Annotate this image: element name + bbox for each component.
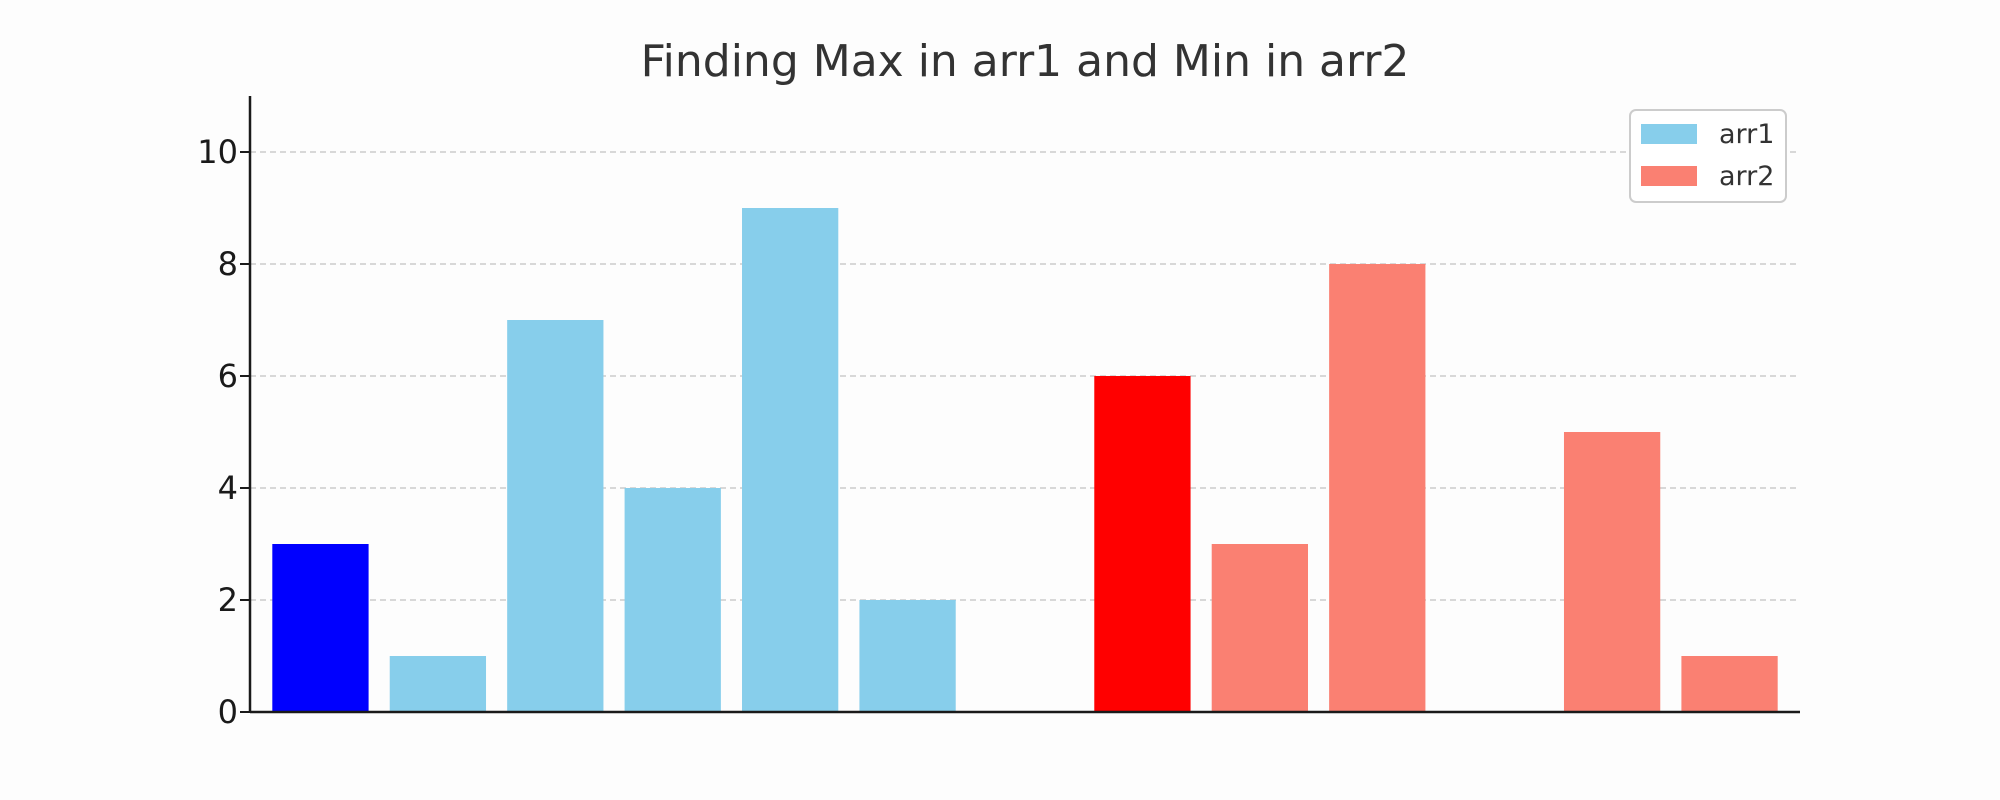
y-tick-label: 10 <box>197 133 238 171</box>
bar-arr1-2 <box>507 320 604 712</box>
bar-arr1-3 <box>624 488 721 712</box>
bar-arr2-5 <box>1681 656 1778 712</box>
legend-swatch-arr1 <box>1641 124 1697 144</box>
legend: arr1 arr2 <box>1629 109 1787 203</box>
bar-arr2-0 <box>1094 376 1191 712</box>
legend-swatch-arr2 <box>1641 166 1697 186</box>
ticks-layer: 0 2 4 6 8 10 <box>197 133 250 731</box>
bar-arr2-2 <box>1329 264 1426 712</box>
bar-arr2-4 <box>1563 432 1661 712</box>
y-tick-label: 0 <box>218 693 238 731</box>
y-tick-label: 8 <box>218 245 238 283</box>
y-tick-label: 4 <box>218 469 238 507</box>
bar-arr1-5 <box>859 600 956 712</box>
chart-title: Finding Max in arr1 and Min in arr2 <box>641 36 1410 87</box>
grid-layer <box>250 151 1800 601</box>
bar-arr1-1 <box>389 656 487 712</box>
bar-arr1-4 <box>742 208 839 712</box>
axes-layer <box>248 96 1800 714</box>
legend-label-arr1: arr1 <box>1719 119 1774 150</box>
y-tick-label: 6 <box>218 357 238 395</box>
legend-label-arr2: arr2 <box>1719 161 1774 192</box>
y-tick-label: 2 <box>218 581 238 619</box>
bar-arr2-1 <box>1211 544 1308 712</box>
bar-arr1-0 <box>272 544 369 712</box>
bars-layer <box>272 208 1778 712</box>
